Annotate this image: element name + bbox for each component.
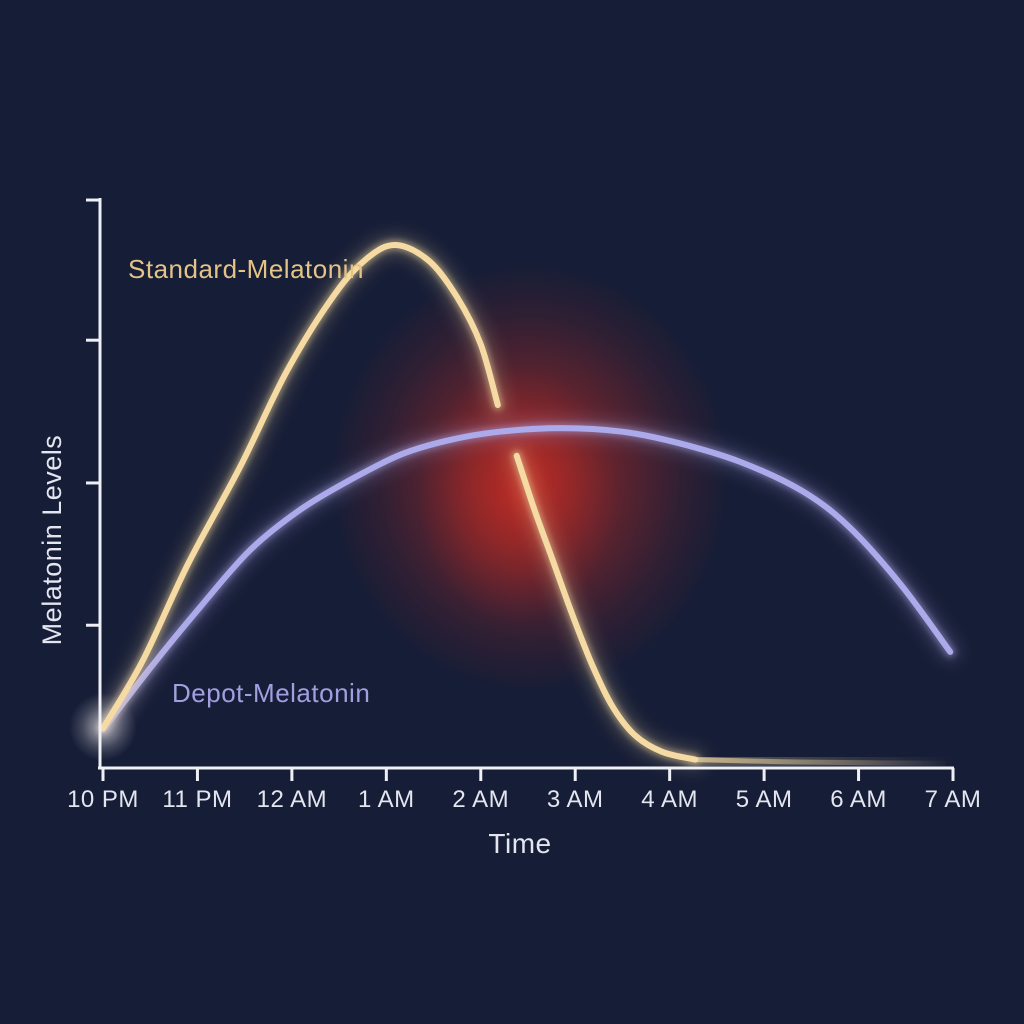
depot-melatonin-label: Depot-Melatonin: [172, 678, 370, 708]
standard-melatonin-curve: [92, 234, 953, 773]
x-tick-label: 10 PM: [67, 786, 139, 813]
x-axis-ticks: [101, 768, 955, 781]
y-axis-ticks: [86, 198, 100, 627]
x-tick-label: 2 AM: [452, 786, 509, 813]
standard-curve-seg2-line: [513, 452, 699, 763]
depot-melatonin-curve: [92, 417, 962, 741]
standard-melatonin-label: Standard-Melatonin: [128, 254, 364, 284]
standard-curve-seg1-line: [100, 242, 501, 732]
x-tick-label: 12 AM: [257, 786, 328, 813]
x-tick-label: 6 AM: [830, 786, 887, 813]
x-tick-label: 1 AM: [358, 786, 415, 813]
x-axis-title: Time: [488, 828, 551, 859]
depot-curve-line: [100, 425, 954, 733]
x-axis-tick-labels: 10 PM 11 PM 12 AM 1 AM 2 AM 3 AM 4 AM 5 AM 6 AM 7…: [67, 786, 981, 813]
x-tick-label: 5 AM: [736, 786, 793, 813]
x-tick-label: 3 AM: [547, 786, 604, 813]
x-tick-label: 11 PM: [162, 786, 232, 813]
axes: [86, 198, 955, 781]
x-tick-label: 4 AM: [641, 786, 698, 813]
standard-curve-tail-line: [692, 757, 947, 766]
y-axis-title: Melatonin Levels: [37, 435, 67, 646]
x-tick-label: 7 AM: [925, 786, 982, 813]
